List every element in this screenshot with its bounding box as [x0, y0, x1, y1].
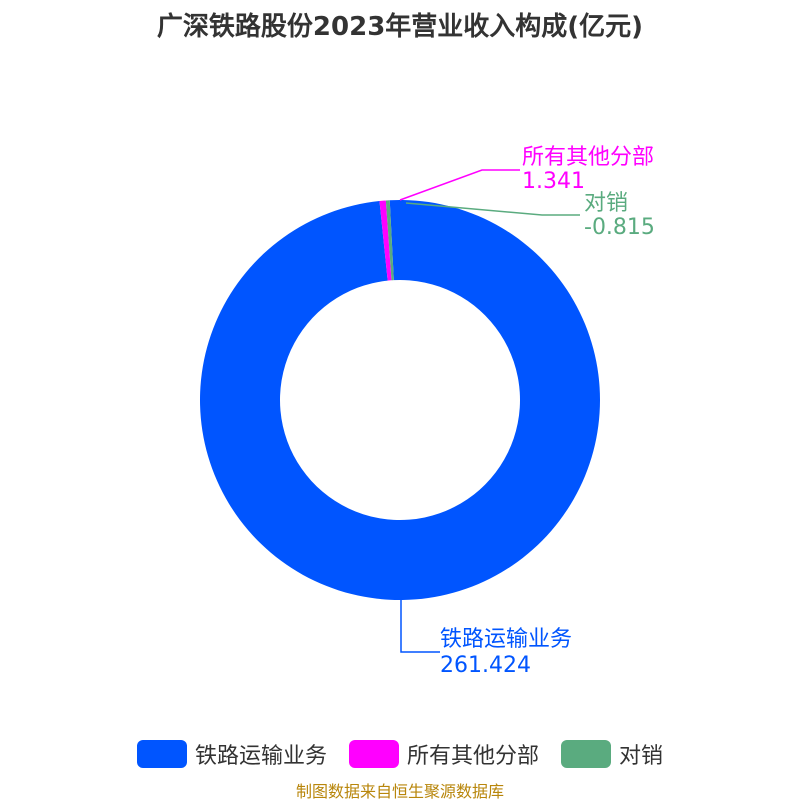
chart-title: 广深铁路股份2023年营业收入构成(亿元): [156, 12, 644, 42]
slice-value-rail: 261.424: [440, 653, 531, 678]
slice-rail[interactable]: [200, 200, 601, 601]
slice-value-elimination: -0.815: [584, 215, 655, 240]
legend-swatch-rail: [136, 740, 187, 768]
source-note: 制图数据来自恒生聚源数据库: [295, 782, 504, 801]
leader-line-rail: [400, 598, 440, 653]
leader-line-elimination: [405, 202, 580, 216]
legend-item-other[interactable]: 所有其他分部: [348, 738, 539, 770]
legend-label-rail: 铁路运输业务: [194, 744, 327, 769]
legend-label-other: 所有其他分部: [406, 744, 539, 769]
slice-other[interactable]: [379, 200, 392, 281]
legend-swatch-other: [348, 740, 399, 768]
slice-label-other: 所有其他分部: [522, 145, 654, 170]
legend-item-elimination[interactable]: 对销: [561, 738, 663, 770]
slice-value-other: 1.341: [522, 169, 585, 194]
slice-label-elimination: 对销: [584, 191, 628, 216]
legend: 铁路运输业务 所有其他分部 对销: [0, 736, 800, 772]
legend-swatch-elimination: [561, 740, 611, 768]
leader-line-other: [399, 169, 520, 201]
slice-elimination[interactable]: [385, 200, 394, 281]
legend-item-rail[interactable]: 铁路运输业务: [136, 738, 327, 770]
legend-label-elimination: 对销: [619, 744, 664, 769]
slice-label-rail: 铁路运输业务: [440, 627, 572, 652]
